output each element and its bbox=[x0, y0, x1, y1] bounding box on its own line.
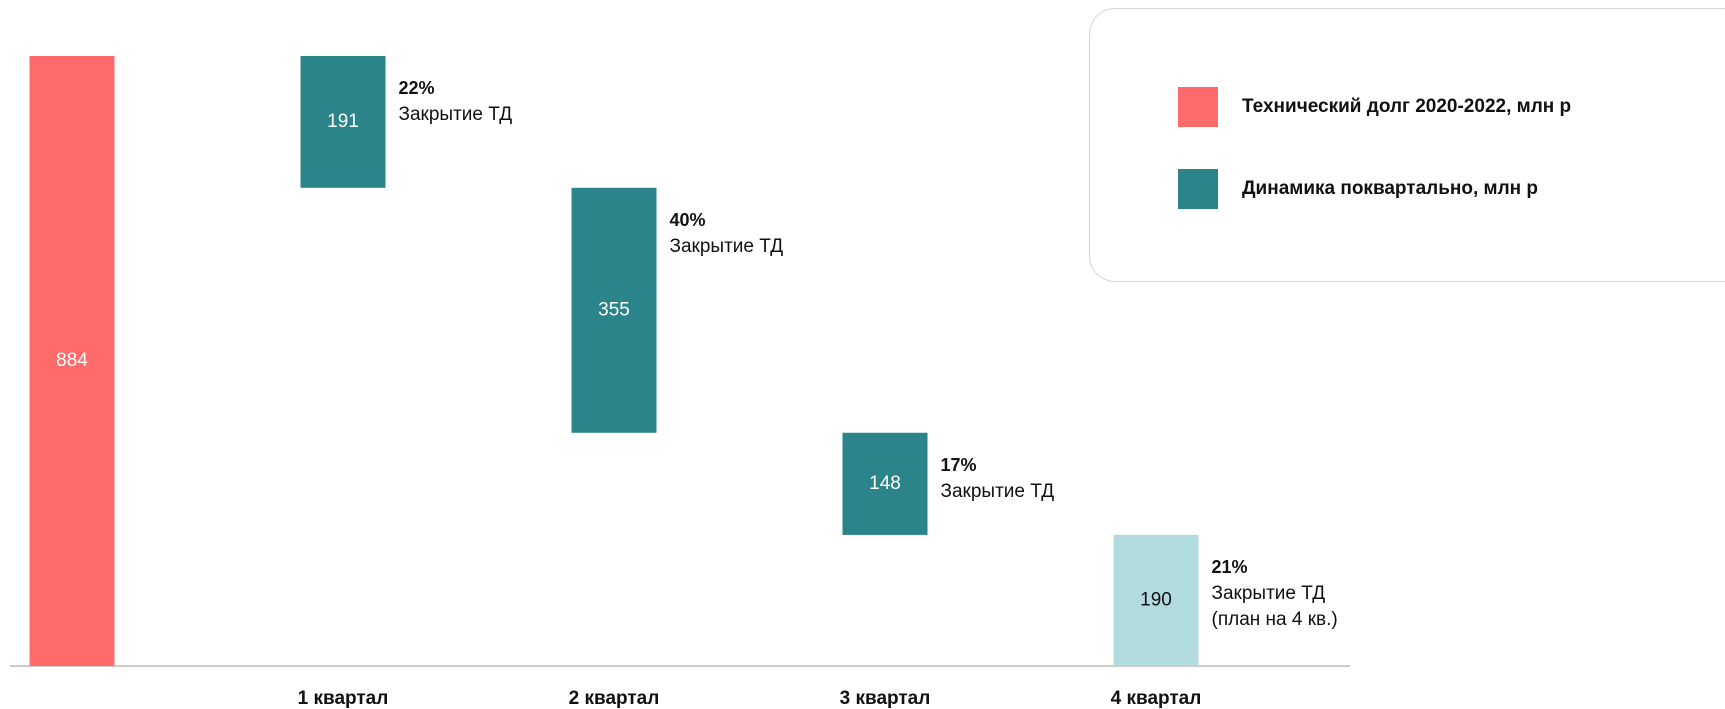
bar-value-label-1: 191 bbox=[327, 111, 359, 132]
bar-4 bbox=[1113, 534, 1199, 666]
bar-0 bbox=[29, 56, 115, 666]
annotation-note-2-0: Закрытие ТД bbox=[670, 236, 784, 257]
legend-label-quarterly: Динамика поквартально, млн р bbox=[1242, 178, 1539, 199]
legend-label-tech-debt: Технический долг 2020-2022, млн р bbox=[1242, 96, 1572, 117]
bar-value-label-2: 355 bbox=[598, 299, 630, 320]
annotation-note-3-0: Закрытие ТД bbox=[941, 481, 1055, 502]
x-tick-label-2: 2 квартал bbox=[569, 688, 660, 709]
bar-1 bbox=[300, 56, 386, 188]
bar-value-label-0: 884 bbox=[56, 350, 88, 371]
annotation-percent-1: 22% bbox=[399, 78, 435, 98]
annotation-note-4-0: Закрытие ТД bbox=[1212, 583, 1326, 604]
bar-3 bbox=[842, 432, 928, 535]
x-tick-label-4: 4 квартал bbox=[1111, 688, 1202, 709]
bar-2 bbox=[571, 187, 657, 433]
bar-value-label-3: 148 bbox=[869, 473, 901, 494]
x-tick-label-1: 1 квартал bbox=[298, 688, 389, 709]
annotation-percent-4: 21% bbox=[1212, 557, 1248, 577]
legend-swatch-quarterly bbox=[1178, 169, 1218, 209]
annotation-note-4-1: (план на 4 кв.) bbox=[1212, 609, 1338, 630]
legend-item-quarterly: Динамика поквартально, млн р bbox=[1178, 169, 1538, 209]
x-tick-label-3: 3 квартал bbox=[840, 688, 931, 709]
annotation-note-1-0: Закрытие ТД bbox=[399, 104, 513, 125]
legend-item-tech-debt: Технический долг 2020-2022, млн р bbox=[1178, 87, 1571, 127]
legend-swatch-tech-debt bbox=[1178, 87, 1218, 127]
legend: Технический долг 2020-2022, млн р Динами… bbox=[1089, 8, 1725, 282]
annotation-percent-3: 17% bbox=[941, 455, 977, 475]
bar-value-label-4: 190 bbox=[1140, 589, 1172, 610]
annotation-percent-2: 40% bbox=[670, 210, 706, 230]
